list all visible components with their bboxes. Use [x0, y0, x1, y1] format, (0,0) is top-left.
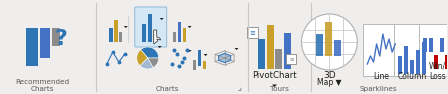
Bar [119, 32, 122, 42]
FancyBboxPatch shape [135, 7, 167, 47]
Wedge shape [148, 58, 159, 67]
Text: ?: ? [55, 29, 67, 49]
Text: Column: Column [398, 72, 427, 81]
Text: 3D: 3D [323, 71, 336, 80]
Bar [202, 61, 206, 69]
Point [180, 57, 187, 59]
Polygon shape [188, 26, 192, 28]
Bar [398, 56, 402, 74]
Text: Line: Line [373, 72, 389, 81]
Bar [416, 50, 420, 74]
FancyBboxPatch shape [394, 24, 428, 76]
Text: Sparklines: Sparklines [359, 86, 396, 92]
Bar [423, 38, 427, 52]
Bar [173, 32, 177, 42]
Polygon shape [124, 54, 128, 56]
Bar [178, 22, 181, 42]
Text: Tours: Tours [270, 86, 289, 92]
Bar [445, 55, 448, 69]
Point [103, 63, 110, 65]
Bar [148, 14, 152, 42]
Point [178, 61, 185, 63]
Polygon shape [204, 54, 207, 56]
Bar [434, 55, 438, 69]
Point [173, 53, 180, 55]
Bar [410, 60, 414, 74]
Point [175, 65, 182, 67]
FancyBboxPatch shape [363, 24, 397, 76]
Bar [193, 60, 196, 70]
Polygon shape [235, 48, 239, 50]
Bar [316, 34, 323, 56]
FancyBboxPatch shape [419, 24, 448, 76]
Bar [325, 22, 332, 56]
Text: ≡: ≡ [289, 56, 294, 61]
Bar [153, 30, 157, 42]
Bar [26, 28, 38, 66]
Text: Map ▼: Map ▼ [317, 78, 342, 87]
Polygon shape [158, 46, 162, 48]
Bar [286, 54, 297, 64]
Bar [258, 39, 264, 69]
Bar [439, 38, 444, 52]
Polygon shape [154, 30, 161, 44]
Bar [109, 28, 113, 42]
Circle shape [302, 14, 358, 70]
Wedge shape [137, 50, 148, 66]
Wedge shape [141, 47, 159, 58]
Point [170, 49, 177, 51]
Polygon shape [159, 18, 164, 20]
Bar [284, 33, 292, 69]
Bar [404, 46, 408, 74]
Bar [142, 24, 146, 42]
Text: ⌟: ⌟ [237, 82, 241, 91]
Bar [198, 50, 201, 66]
Polygon shape [188, 50, 192, 52]
Polygon shape [272, 85, 277, 87]
Point [109, 51, 116, 53]
Bar [246, 27, 258, 38]
Wedge shape [140, 58, 153, 69]
Text: PivotChart: PivotChart [252, 71, 297, 80]
Point [168, 63, 175, 65]
Bar [267, 25, 273, 69]
Point [183, 49, 190, 51]
Bar [276, 49, 283, 69]
Polygon shape [219, 53, 231, 63]
Bar [183, 28, 186, 42]
Point [115, 61, 122, 63]
Text: Charts: Charts [156, 86, 180, 92]
Bar [334, 40, 341, 56]
Bar [114, 20, 117, 42]
Bar [422, 42, 426, 74]
Bar [429, 38, 433, 52]
Bar [40, 28, 50, 58]
Text: Recommended
Charts: Recommended Charts [15, 79, 69, 92]
Point [121, 53, 129, 55]
Polygon shape [124, 26, 128, 28]
Text: Win/
Loss: Win/ Loss [429, 62, 446, 81]
Bar [52, 28, 60, 46]
Text: ≡: ≡ [250, 30, 255, 36]
